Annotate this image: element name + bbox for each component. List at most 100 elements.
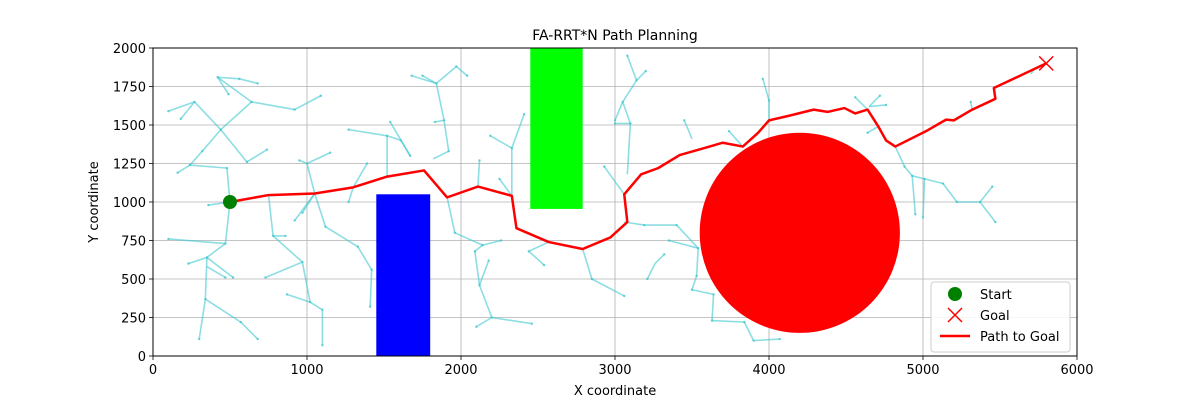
legend-start-circle-icon [948,287,962,301]
tree-edge [728,130,744,148]
tree-edge [922,178,926,218]
tree-edge [220,129,248,163]
tree-node [969,100,972,104]
tree-node [176,171,179,174]
tree-node [667,239,671,242]
tree-edge [189,150,203,166]
tree-edge [621,101,632,124]
tree-node [256,337,259,341]
tree-edge [188,256,208,265]
tree-edge [301,261,311,303]
tree-edge [217,76,230,95]
tree-edge [646,263,656,280]
tree-node [613,119,617,122]
tree-edge [306,163,316,194]
tree-node [530,322,534,325]
obstacles [376,48,900,356]
tree-edge [434,119,445,123]
tree-node [321,344,324,347]
y-tick-label: 2000 [113,42,146,57]
tree-node [921,216,925,219]
tree-node [465,74,469,77]
tree-node [663,253,666,256]
tree-edge [969,101,974,110]
tree-edge [386,135,402,142]
tree-edge [869,104,887,108]
tree-node [347,200,350,204]
tree-edge [482,239,502,246]
tree-edge [168,238,226,245]
tree-node [368,305,372,308]
tree-edge [267,194,274,236]
tree-edge [614,101,624,121]
x-tick-label: 3000 [598,363,631,378]
y-tick-label: 1250 [113,158,146,173]
tree-edge [854,96,869,111]
tree-edge [695,248,699,276]
tree-edge [474,251,481,286]
tree-node [542,263,546,267]
goal-marker-x-icon [1038,55,1054,71]
tree-edge [294,95,322,111]
tree-edge [475,316,493,328]
tree-edge [454,232,483,246]
tree-edge [240,321,259,340]
x-axis-ticks: 0 1000 2000 3000 4000 5000 6000 [149,356,1094,378]
tree-node [499,239,503,242]
tree-edge [691,288,714,296]
tree-edge [668,239,699,249]
tree-node [298,159,301,162]
tree-node [646,277,649,281]
tree-edge [206,256,234,279]
tree-edge [189,164,227,169]
tree-node [187,262,190,265]
y-tick-label: 1750 [113,81,146,96]
start-marker [223,195,237,209]
tree-node [478,159,481,162]
tree-edge [217,76,253,103]
tree-edge [348,128,388,137]
tree-edge [491,316,532,325]
chart-title: FA-RRT*N Path Planning [532,28,698,44]
tree-edge [443,120,450,152]
tree-edge [979,186,993,203]
tree-edge [924,178,944,185]
tree-node [167,237,170,241]
tree-node [265,148,269,151]
tree-edge [301,193,316,214]
tree-node [293,219,296,222]
tree-edge [411,74,437,85]
tree-edge [626,55,638,81]
tree-node [522,113,526,116]
tree-node [167,109,170,113]
tree-edge [251,101,295,111]
tree-edge [217,76,240,80]
tree-node [854,96,857,99]
tree-node [198,337,201,341]
x-tick-label: 0 [149,363,157,378]
tree-edge [422,75,437,85]
tree-node [207,203,210,207]
tree-node [285,293,289,296]
tree-node [761,77,765,81]
tree-edge [626,123,632,175]
tree-edge [206,265,226,279]
tree-node [179,117,182,121]
tree-node [727,129,731,133]
tree-edge [868,95,881,108]
obstacle-circle [699,132,900,333]
tree-edge [306,151,331,165]
tree-edge [286,293,311,303]
tree-edge [455,65,468,77]
tree-node [644,69,647,73]
tree-edge [676,224,699,249]
y-tick-label: 1500 [113,119,146,134]
tree-edge [198,298,207,340]
tree-edge [867,125,879,134]
tree-edge [435,65,457,85]
tree-node [489,134,492,137]
legend-start-label: Start [980,288,1012,303]
tree-node [328,151,332,154]
tree-edge [654,253,665,265]
tree-edge [903,166,913,177]
